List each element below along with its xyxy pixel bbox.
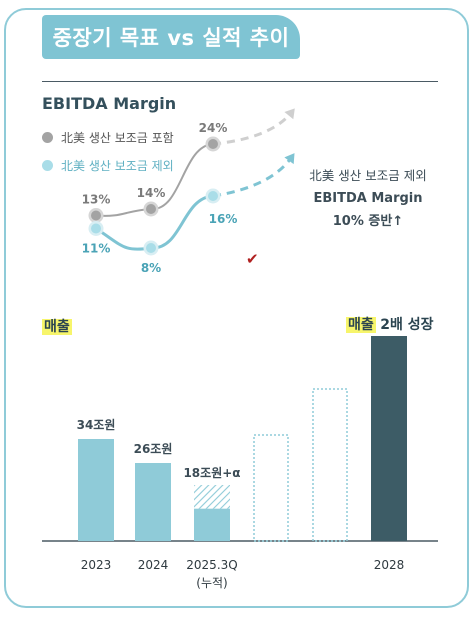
data-label: 16% [209, 212, 238, 226]
projection-line-0 [212, 112, 293, 146]
legend-item-incl: 北美 생산 보조금 포함 [42, 129, 174, 146]
annotation-line1: 北美 생산 보조금 제외 [309, 168, 427, 183]
page-title: 중장기 목표 vs 실적 추이 [42, 15, 300, 59]
data-label: 14% [137, 186, 166, 200]
bar-category-label: 2028 [374, 558, 405, 572]
data-point [208, 139, 218, 149]
margin-annotation: 北美 생산 보조금 제외 EBITDA Margin 10% 증반↑ [302, 165, 434, 233]
bar-projection-4 [312, 388, 348, 542]
growth-label-highlight: 매출 [346, 317, 376, 333]
bar-category-label: 2024 [138, 558, 169, 572]
check-mark: ✔ [246, 250, 259, 268]
bar-category-label: 2023 [81, 558, 112, 572]
sales-label: 매출 [42, 316, 72, 336]
legend-item-excl: 北美 생산 보조금 제외 [42, 157, 174, 174]
divider [42, 81, 438, 82]
bar-5 [371, 336, 407, 541]
data-point [91, 210, 101, 221]
bar-2 [194, 508, 230, 541]
annotation-line3: 10% 증반↑ [332, 214, 404, 229]
bar-category-label: 2025.3Q [186, 558, 237, 572]
projection-arrowhead-0 [284, 108, 295, 120]
data-point [146, 204, 156, 214]
bar-1 [135, 463, 171, 541]
bar-projection-3 [253, 434, 289, 542]
data-label: 13% [82, 193, 111, 207]
growth-label: 매출 2배 성장 [346, 314, 433, 334]
data-label: 8% [141, 261, 161, 275]
margin-section-label: EBITDA Margin [42, 94, 177, 113]
data-point [208, 191, 218, 201]
sales-label-text: 매출 [42, 319, 72, 335]
bar-value-label: 26조원 [134, 442, 173, 456]
annotation-line2: EBITDA Margin [313, 191, 423, 206]
bar-value-label: 18조원+α [183, 466, 240, 480]
bar-0 [78, 439, 114, 541]
projection-line-1 [212, 157, 293, 198]
bar-hatched-top-2 [194, 485, 230, 509]
data-label: 11% [82, 242, 111, 256]
legend-label-incl: 北美 생산 보조금 포함 [61, 131, 174, 145]
bar-value-label: 34조원 [77, 418, 116, 432]
legend-label-excl: 北美 생산 보조금 제외 [61, 159, 174, 173]
bar-category-sublabel: (누적) [196, 576, 227, 590]
legend-dot-blue [42, 160, 53, 171]
data-point [146, 243, 156, 253]
legend-dot-gray [42, 132, 53, 143]
projection-arrowhead-1 [284, 153, 295, 165]
data-label: 24% [199, 121, 228, 135]
data-point [91, 223, 101, 234]
growth-label-rest: 2배 성장 [380, 317, 434, 333]
